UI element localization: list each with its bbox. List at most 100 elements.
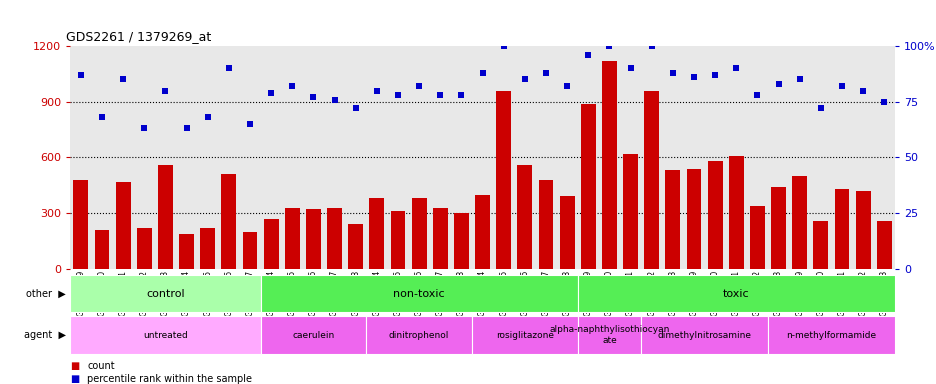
Bar [855,191,870,269]
Text: agent  ▶: agent ▶ [23,330,66,340]
Bar [770,187,785,269]
Point [73,72,88,78]
Point [242,121,257,127]
Bar [70,275,260,312]
Point [200,114,215,121]
Bar [327,207,342,269]
Bar [411,198,426,269]
Point [432,92,447,98]
Point [855,88,870,94]
Bar [285,207,300,269]
Bar [95,230,110,269]
Bar [834,189,848,269]
Bar [559,197,574,269]
Bar [137,228,152,269]
Point [327,96,342,103]
Bar [749,206,764,269]
Point [770,81,785,87]
Bar [578,275,894,312]
Point [411,83,426,89]
Bar [260,275,578,312]
Bar [116,182,130,269]
Bar [263,219,278,269]
Bar [179,233,194,269]
Bar [221,174,236,269]
Point [263,90,278,96]
Bar [538,180,553,269]
Point [644,43,659,49]
Point [834,83,849,89]
Bar [390,211,405,269]
Point [559,83,574,89]
Point [749,92,764,98]
Point [791,76,806,83]
Bar [472,316,578,354]
Point [601,43,616,49]
Point [390,92,405,98]
Bar [792,176,806,269]
Point [538,70,553,76]
Text: caerulein: caerulein [292,331,334,339]
Point [221,65,236,71]
Bar [812,220,827,269]
Point [348,105,363,111]
Point [728,65,743,71]
Point [453,92,468,98]
Text: percentile rank within the sample: percentile rank within the sample [87,374,252,384]
Bar [432,207,447,269]
Text: non-toxic: non-toxic [393,289,445,299]
Bar [348,224,363,269]
Text: rosiglitazone: rosiglitazone [495,331,553,339]
Point [622,65,637,71]
Text: untreated: untreated [143,331,187,339]
Point [179,126,194,132]
Point [95,114,110,121]
Text: n-methylformamide: n-methylformamide [785,331,875,339]
Bar [366,316,472,354]
Bar [578,316,640,354]
Point [137,126,152,132]
Bar [496,91,510,269]
Text: GDS2261 / 1379269_at: GDS2261 / 1379269_at [66,30,212,43]
Bar [640,316,768,354]
Text: ■: ■ [70,361,80,371]
Point [305,94,320,100]
Point [686,74,701,80]
Bar [580,104,595,269]
Text: count: count [87,361,114,371]
Bar [644,91,658,269]
Bar [601,61,616,269]
Bar [158,165,172,269]
Point [369,88,384,94]
Text: alpha-naphthylisothiocyan
ate: alpha-naphthylisothiocyan ate [548,325,669,345]
Bar [73,180,88,269]
Point [876,99,891,105]
Bar [707,161,722,269]
Bar [686,169,701,269]
Bar [728,156,743,269]
Point [115,76,130,83]
Point [665,70,680,76]
Text: dimethylnitrosamine: dimethylnitrosamine [657,331,751,339]
Bar [70,316,260,354]
Point [158,88,173,94]
Bar [260,316,366,354]
Bar [517,165,532,269]
Bar [475,195,490,269]
Bar [454,213,468,269]
Text: dinitrophenol: dinitrophenol [388,331,449,339]
Text: ■: ■ [70,374,80,384]
Bar [369,198,384,269]
Point [812,105,827,111]
Text: control: control [146,289,184,299]
Point [517,76,532,83]
Point [496,43,511,49]
Bar [665,170,680,269]
Point [707,72,722,78]
Text: toxic: toxic [723,289,749,299]
Point [580,52,595,58]
Point [475,70,490,76]
Bar [306,209,320,269]
Bar [768,316,894,354]
Bar [622,154,637,269]
